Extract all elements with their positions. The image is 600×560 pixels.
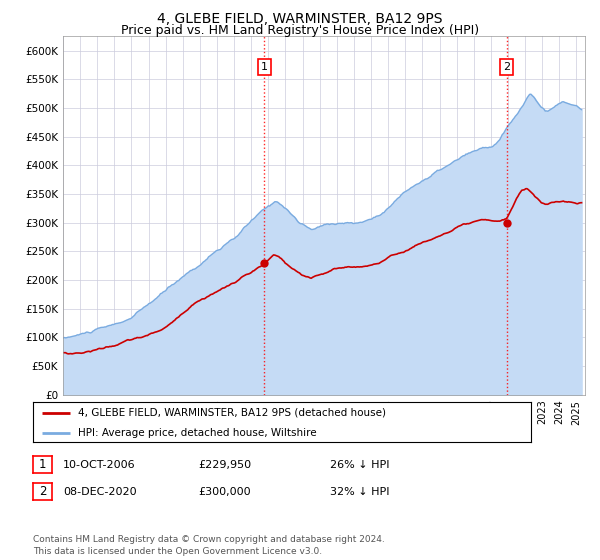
Text: 10-OCT-2006: 10-OCT-2006	[63, 460, 136, 470]
Text: £300,000: £300,000	[198, 487, 251, 497]
Text: Price paid vs. HM Land Registry's House Price Index (HPI): Price paid vs. HM Land Registry's House …	[121, 24, 479, 36]
Text: £229,950: £229,950	[198, 460, 251, 470]
Text: 4, GLEBE FIELD, WARMINSTER, BA12 9PS: 4, GLEBE FIELD, WARMINSTER, BA12 9PS	[157, 12, 443, 26]
Text: 4, GLEBE FIELD, WARMINSTER, BA12 9PS (detached house): 4, GLEBE FIELD, WARMINSTER, BA12 9PS (de…	[78, 408, 386, 418]
Text: 08-DEC-2020: 08-DEC-2020	[63, 487, 137, 497]
Text: 32% ↓ HPI: 32% ↓ HPI	[330, 487, 389, 497]
Text: Contains HM Land Registry data © Crown copyright and database right 2024.
This d: Contains HM Land Registry data © Crown c…	[33, 535, 385, 556]
Text: HPI: Average price, detached house, Wiltshire: HPI: Average price, detached house, Wilt…	[78, 428, 316, 437]
Text: 1: 1	[39, 458, 46, 472]
Text: 2: 2	[39, 485, 46, 498]
Text: 26% ↓ HPI: 26% ↓ HPI	[330, 460, 389, 470]
Text: 1: 1	[261, 62, 268, 72]
Text: 2: 2	[503, 62, 510, 72]
